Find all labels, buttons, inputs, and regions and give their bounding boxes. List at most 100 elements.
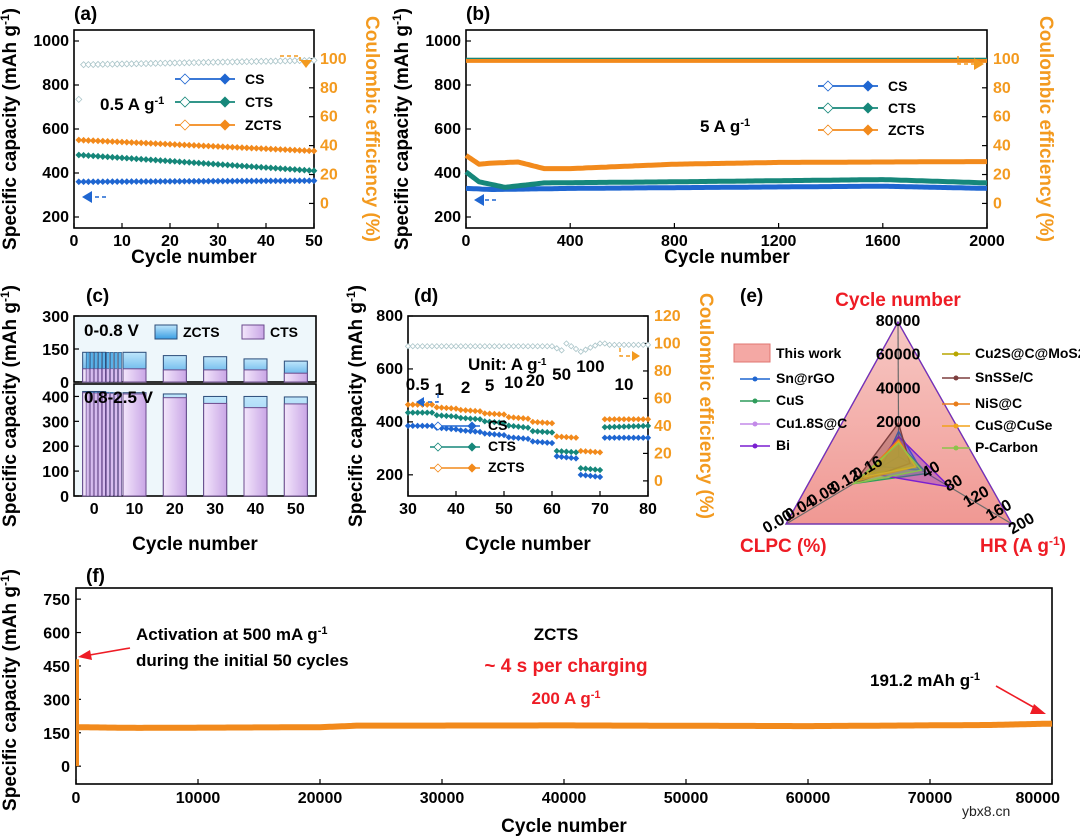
x-tick-label: 40000 xyxy=(542,790,587,807)
ce-point xyxy=(553,345,560,352)
x-tick-label: 50000 xyxy=(664,790,709,807)
x-tick-label: 30 xyxy=(399,501,417,518)
legend-c-zcts: ZCTS xyxy=(183,324,220,340)
point-zcts xyxy=(625,416,632,423)
point-cs xyxy=(606,434,613,441)
point-zcts xyxy=(515,414,522,422)
legend-e: This work Sn@rGO CuS Cu1.8S@C Bi Cu2S@C@MoS2 S… xyxy=(733,343,1080,455)
series-line-cts xyxy=(464,169,988,190)
point-cts xyxy=(243,162,251,170)
y2-tick-label: 0 xyxy=(654,473,663,490)
point-zcts xyxy=(224,143,231,151)
point-cts xyxy=(281,165,289,173)
bar-cts-thin xyxy=(110,393,114,497)
legend-marker-solid-cts xyxy=(467,442,477,452)
plot-frame-c-bottom xyxy=(73,383,317,497)
point-cts xyxy=(133,155,140,163)
y-tick-label-bottom: 200 xyxy=(42,439,69,456)
point-zcts xyxy=(409,401,416,408)
y-tick-label-bottom: 0 xyxy=(60,489,69,506)
rate-label: 10 xyxy=(615,375,634,394)
ce-point xyxy=(185,59,193,67)
point-cs xyxy=(89,178,97,186)
bar-cts-thin xyxy=(89,392,94,497)
legend-label-cs: CS xyxy=(245,71,264,87)
point-cs xyxy=(94,178,102,186)
point-zcts xyxy=(448,405,455,412)
point-cs xyxy=(253,177,260,185)
rate-annotation-b: 5 A g-1 xyxy=(700,117,750,136)
point-zcts xyxy=(99,137,107,145)
point-cs xyxy=(443,425,450,432)
legend-marker-solid-cs xyxy=(467,421,477,431)
y-tick-label-bottom: 100 xyxy=(42,464,69,481)
point-cts xyxy=(534,428,541,435)
point-cs xyxy=(601,434,608,441)
point-zcts xyxy=(94,137,102,145)
point-cs xyxy=(505,434,512,441)
point-cts xyxy=(219,161,227,169)
point-cs xyxy=(157,178,164,185)
point-zcts xyxy=(209,142,217,150)
point-cts xyxy=(476,416,484,423)
point-zcts xyxy=(291,146,299,154)
point-cts xyxy=(109,153,116,161)
legend-label-cus: CuS xyxy=(776,392,804,408)
point-zcts xyxy=(142,139,150,147)
ce-point xyxy=(544,343,551,350)
x-tick-label: 70000 xyxy=(908,790,953,807)
bar-cts-thin xyxy=(93,392,98,497)
ce-point xyxy=(510,343,517,350)
x-axis-label-a: Cycle number xyxy=(131,247,257,268)
point-cts xyxy=(404,409,412,416)
legend-label-cts: CTS xyxy=(245,94,273,110)
radar-tick-cycle: 40000 xyxy=(876,380,921,397)
y-tick-label: 400 xyxy=(376,414,403,431)
point-cts xyxy=(428,409,436,416)
y-tick-label: 1000 xyxy=(33,33,69,50)
radar-tick-hr: 40 xyxy=(919,458,943,482)
point-zcts xyxy=(452,405,460,412)
point-cts xyxy=(577,465,584,472)
y-tick-label-bottom: 400 xyxy=(42,389,69,406)
legend-label-cs: CS xyxy=(888,78,907,94)
point-zcts xyxy=(496,411,503,418)
point-cs xyxy=(476,428,484,436)
point-cs xyxy=(205,177,212,185)
watermark: ybx8.cn xyxy=(962,803,1010,819)
point-cs xyxy=(166,178,174,185)
series-line-zcts xyxy=(75,720,1053,731)
ce-point xyxy=(281,57,289,65)
ce-point xyxy=(539,343,546,350)
point-zcts xyxy=(310,147,318,155)
ce-point xyxy=(128,60,136,68)
y2-tick-label: 80 xyxy=(320,80,338,97)
point-zcts xyxy=(75,136,83,144)
x-axis-label-b: Cycle number xyxy=(664,247,790,268)
bar-cts-thin xyxy=(85,368,90,383)
bar-cts-thin xyxy=(106,368,110,383)
legend-label-cu1-8s-c: Cu1.8S@C xyxy=(776,415,847,431)
y-tick-label: 600 xyxy=(43,626,70,643)
ce-point xyxy=(113,60,121,68)
ce-point xyxy=(606,341,613,349)
y-tick-label: 200 xyxy=(42,209,69,226)
ce-point xyxy=(587,344,594,351)
ce-point xyxy=(286,57,294,65)
rate-label: 100 xyxy=(576,357,604,376)
point-cts xyxy=(640,422,647,430)
radar-series-this-work-outline xyxy=(785,320,1013,525)
y2-tick-label: 60 xyxy=(320,109,338,126)
point-cs xyxy=(75,178,83,186)
material-label-f: ZCTS xyxy=(534,625,578,644)
series-marks-a xyxy=(75,56,318,186)
point-zcts xyxy=(286,146,294,154)
point-cts xyxy=(272,164,279,172)
legend-marker-e xyxy=(953,423,959,429)
point-cts xyxy=(85,152,92,159)
x-axis-label-d: Cycle number xyxy=(465,534,591,555)
point-zcts xyxy=(428,401,436,408)
point-cts xyxy=(214,160,222,168)
point-zcts xyxy=(133,139,140,147)
